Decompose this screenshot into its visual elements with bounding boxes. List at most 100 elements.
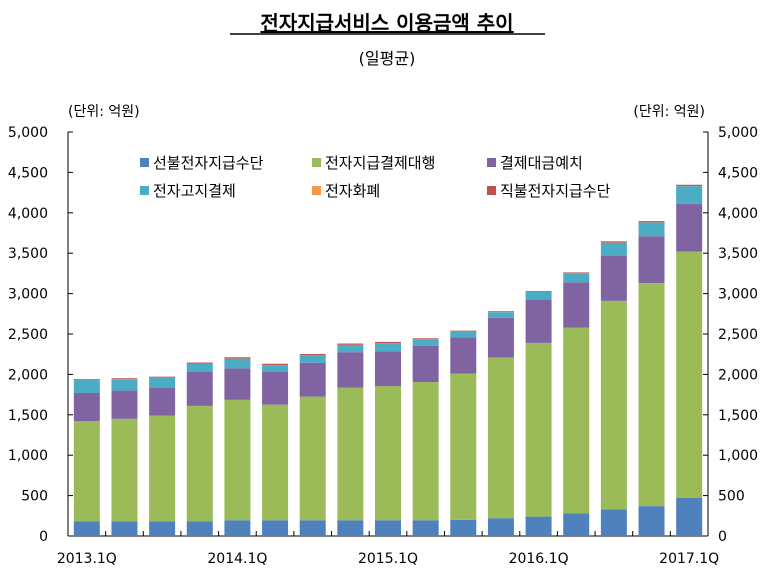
bar-segment xyxy=(73,380,100,393)
bar-segment xyxy=(111,378,138,380)
bar-segment xyxy=(73,379,100,380)
legend-swatch xyxy=(312,186,321,195)
legend-label: 전자지급결제대행 xyxy=(325,154,435,172)
bar-segment xyxy=(676,203,703,252)
bar-segment xyxy=(262,520,289,536)
bar-segment xyxy=(73,392,100,422)
legend-label: 선불전자지급수단 xyxy=(153,154,264,172)
bar-segment xyxy=(375,351,401,387)
legend-label: 결제대금예치 xyxy=(500,154,583,172)
bar-segment xyxy=(638,236,665,284)
unit-label-right: (단위: 억원) xyxy=(633,104,705,120)
bar-segment xyxy=(487,317,514,358)
y-tick-label-left: 2,000 xyxy=(8,367,48,383)
bar-segment xyxy=(149,376,176,378)
bar-segment xyxy=(525,291,552,292)
bar-segment xyxy=(563,513,590,536)
y-tick-label-right: 1,500 xyxy=(718,408,758,424)
bar-segment xyxy=(450,519,477,536)
y-tick-label-left: 5,000 xyxy=(8,125,48,141)
bar-segment xyxy=(638,283,665,507)
bar-segment xyxy=(412,338,439,340)
bar-segment xyxy=(600,241,627,243)
bar-segment xyxy=(224,399,251,521)
y-tick-label-right: 3,000 xyxy=(718,287,758,303)
bar-segment xyxy=(487,357,514,519)
bar-segment xyxy=(337,352,364,388)
y-tick-label-right: 0 xyxy=(718,529,727,545)
bar-segment xyxy=(525,342,552,517)
bar-segment xyxy=(111,379,138,391)
y-tick-label-left: 4,000 xyxy=(8,206,48,222)
legend-swatch xyxy=(312,158,321,167)
x-tick-label: 2016.1Q xyxy=(509,551,569,567)
bar-segment xyxy=(262,371,289,405)
bar-segment xyxy=(638,221,665,223)
bar-segment xyxy=(412,345,439,383)
bar-segment xyxy=(638,506,665,536)
x-tick-label: 2015.1Q xyxy=(358,551,418,567)
bar-segment xyxy=(262,365,289,372)
bar-segment xyxy=(337,387,364,521)
bar-segment xyxy=(600,255,627,301)
bar-segment xyxy=(375,520,401,536)
bar-segment xyxy=(676,184,703,186)
bar-segment xyxy=(487,311,514,313)
bar-segment xyxy=(676,186,703,204)
bar-segment xyxy=(149,415,176,522)
bar-segment xyxy=(149,377,176,388)
bar-segment xyxy=(450,373,477,520)
y-tick-label-left: 3,000 xyxy=(8,287,48,303)
bar-segment xyxy=(224,357,251,359)
y-tick-label-left: 500 xyxy=(21,489,48,505)
bar-segment xyxy=(337,520,364,536)
legend-swatch xyxy=(140,158,149,167)
bar-segment xyxy=(73,421,100,522)
y-tick-label-right: 3,500 xyxy=(718,246,758,262)
y-tick-label-right: 4,000 xyxy=(718,206,758,222)
y-tick-label-right: 5,000 xyxy=(718,125,758,141)
bar-segment xyxy=(450,337,477,374)
bar-segment xyxy=(299,362,326,397)
y-tick-label-left: 3,500 xyxy=(8,246,48,262)
bar-segment xyxy=(487,312,514,318)
bar-segment xyxy=(563,327,590,514)
bar-segment xyxy=(450,330,477,332)
bar-segment xyxy=(224,358,251,369)
bar-segment xyxy=(676,251,703,499)
chart-title: 전자지급서비스 이용금액 추이 xyxy=(260,11,513,35)
x-tick-label: 2014.1Q xyxy=(207,551,267,567)
bar-segment xyxy=(375,386,401,521)
bar-segment xyxy=(73,521,100,536)
bar-segment xyxy=(375,341,401,344)
unit-label-left: (단위: 억원) xyxy=(68,104,140,120)
y-tick-label-left: 0 xyxy=(39,529,48,545)
bar-segment xyxy=(299,355,326,363)
bar-segment xyxy=(525,291,552,300)
bar-segment xyxy=(262,404,289,521)
legend-swatch xyxy=(487,158,496,167)
y-tick-label-left: 1,500 xyxy=(8,408,48,424)
y-tick-label-right: 2,500 xyxy=(718,327,758,343)
bar-segment xyxy=(563,282,590,328)
y-tick-label-left: 2,500 xyxy=(8,327,48,343)
legend-label: 전자고지결제 xyxy=(153,182,236,200)
bar-segment xyxy=(262,363,289,365)
bar-segment xyxy=(563,272,590,274)
bar-segment xyxy=(600,509,627,536)
y-tick-label-right: 4,500 xyxy=(718,165,758,181)
bar-segment xyxy=(186,521,213,536)
bar-segment xyxy=(337,344,364,353)
bar-segment xyxy=(186,405,213,522)
bar-segment xyxy=(412,339,439,346)
bar-segment xyxy=(186,363,213,372)
chart-subtitle: (일평균) xyxy=(359,49,416,68)
x-tick-label: 2013.1Q xyxy=(57,551,117,567)
x-tick-label: 2017.1Q xyxy=(659,551,719,567)
bar-segment xyxy=(299,520,326,536)
bar-segment xyxy=(676,498,703,536)
bar-segment xyxy=(375,343,401,352)
bar-segment xyxy=(600,300,627,510)
bar-segment xyxy=(525,516,552,536)
